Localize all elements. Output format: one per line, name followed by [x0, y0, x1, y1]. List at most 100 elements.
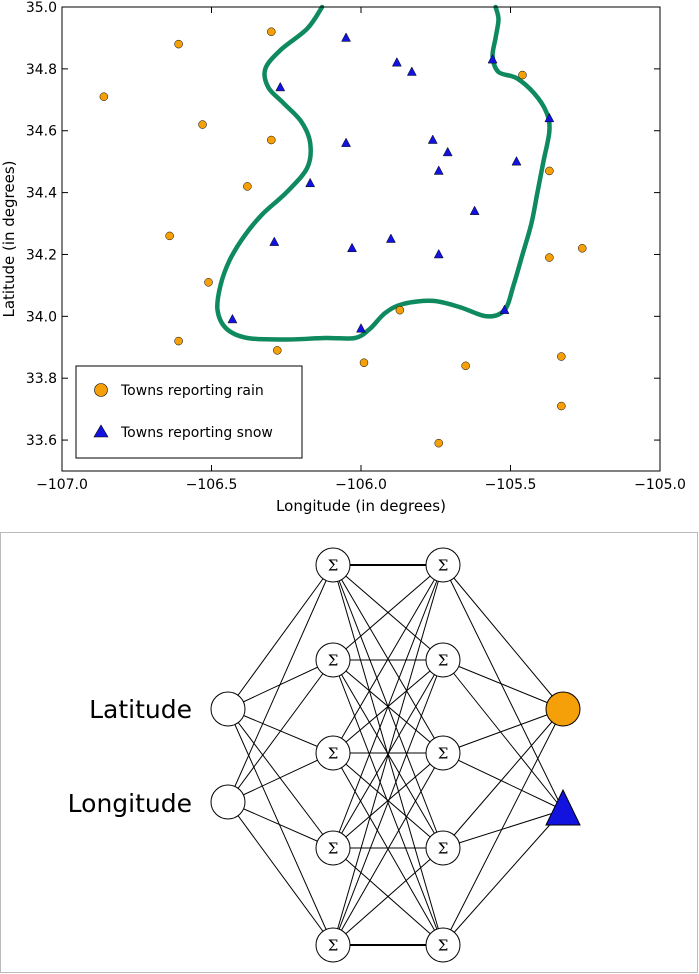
network-edge	[442, 708, 564, 946]
chart-marks	[99, 4, 587, 448]
snow-point	[442, 146, 453, 157]
snow-point	[406, 66, 417, 76]
network-nodes: Σ Σ Σ Σ Σ Σ Σ Σ Σ Σ	[210, 547, 581, 963]
rain-point	[99, 92, 109, 101]
sigma-symbol: Σ	[438, 745, 449, 763]
hidden-node-layer-2	[425, 735, 461, 771]
rain-point	[518, 70, 527, 80]
neural-network-diagram: Σ Σ Σ Σ Σ Σ Σ Σ Σ Σ Latitude Longitude	[0, 532, 698, 973]
y-tick-label: 33.6	[26, 433, 57, 449]
rain-point	[578, 244, 587, 253]
snow-point	[305, 177, 316, 188]
network-edge	[442, 564, 564, 710]
input-label-longitude: Longitude	[68, 789, 192, 818]
rain-point	[545, 166, 554, 176]
network-edge	[227, 801, 334, 849]
rain-point	[267, 135, 276, 145]
hidden-node-layer-2	[425, 547, 461, 583]
x-axis-label: Longitude (in degrees)	[276, 497, 446, 515]
rain-point	[557, 401, 566, 411]
snow-point	[347, 242, 357, 253]
snow-point	[427, 134, 438, 144]
snow-point	[356, 323, 366, 333]
scatter-chart: −107.0 −106.5 −106.0 −105.5 −105.0 33.633.83…	[0, 0, 686, 515]
network-edge	[442, 564, 564, 811]
network-edge	[332, 752, 444, 946]
network-edge	[227, 564, 334, 710]
y-axis: 33.6 33.8 34.0 34.2 34.4 34.6 34.8 35.0	[26, 0, 660, 449]
hidden-node-layer-1	[315, 547, 351, 583]
network-edge	[227, 801, 334, 946]
network-edge	[332, 564, 444, 946]
network-edge	[332, 752, 444, 849]
rain-point	[198, 120, 207, 129]
decision-boundary	[215, 4, 552, 342]
output-node-rain	[545, 691, 581, 727]
rain-point	[267, 27, 276, 36]
y-axis-label: Latitude (in degrees)	[0, 160, 18, 317]
sigma-symbol: Σ	[328, 652, 339, 670]
sigma-symbol: Σ	[438, 840, 449, 858]
rain-point	[461, 361, 470, 371]
snow-point	[341, 137, 351, 147]
sigma-symbol: Σ	[328, 840, 339, 858]
output-node-snow	[545, 788, 581, 826]
rain-point	[545, 253, 554, 262]
rain-point	[434, 438, 443, 448]
sigma-symbol: Σ	[438, 652, 449, 670]
rain-point	[174, 336, 183, 346]
sigma-symbol: Σ	[328, 937, 339, 955]
sigma-symbol: Σ	[328, 745, 339, 763]
network-edge	[227, 659, 334, 803]
rain-point	[243, 182, 252, 191]
network-edge	[227, 708, 334, 849]
hidden-node-layer-1	[315, 830, 351, 866]
snow-point	[433, 165, 444, 175]
network-edge	[442, 708, 564, 754]
sigma-symbol: Σ	[438, 557, 449, 575]
snow-point	[544, 112, 555, 123]
hidden-node-layer-1	[315, 735, 351, 771]
network-edge	[332, 564, 444, 661]
x-tick-label: −105.5	[485, 477, 537, 493]
input-node-longitude	[210, 784, 246, 820]
legend-snow-label: Towns reporting snow	[120, 425, 273, 441]
input-label-latitude: Latitude	[89, 695, 192, 724]
legend-box	[75, 365, 303, 459]
x-tick-label: −106.5	[186, 477, 238, 493]
y-tick-label: 33.8	[26, 371, 57, 387]
rain-point	[273, 346, 282, 355]
input-node-latitude	[210, 691, 246, 727]
rain-point	[165, 231, 174, 241]
hidden-node-layer-1	[315, 927, 351, 963]
sigma-symbol: Σ	[328, 557, 339, 575]
network-edge	[442, 809, 564, 849]
snow-point	[269, 236, 280, 246]
legend-rain-label: Towns reporting rain	[120, 383, 264, 399]
snow-point	[341, 32, 351, 42]
y-tick-label: 34.8	[26, 62, 57, 78]
snow-point	[433, 248, 444, 259]
network-edge	[442, 659, 564, 710]
hidden-node-layer-1	[315, 642, 351, 678]
y-tick-label: 34.2	[26, 247, 57, 263]
snow-point	[391, 57, 402, 67]
legend-snow-marker	[93, 424, 109, 438]
legend-rain-marker	[94, 383, 108, 397]
snow-point	[469, 205, 480, 215]
y-tick-label: 34.6	[26, 124, 57, 140]
hidden-node-layer-2	[425, 927, 461, 963]
hidden-node-layer-2	[425, 830, 461, 866]
network-edge	[227, 752, 334, 803]
network-edge	[442, 659, 564, 811]
y-tick-label: 34.0	[26, 309, 57, 325]
snow-point	[227, 313, 238, 324]
network-edge	[442, 708, 564, 849]
sigma-symbol: Σ	[438, 937, 449, 955]
network-edge	[442, 809, 564, 946]
network-edges	[227, 564, 564, 946]
snow-point	[499, 304, 510, 314]
network-edge	[442, 752, 564, 811]
network-edge	[332, 659, 444, 946]
snow-point	[487, 54, 498, 64]
